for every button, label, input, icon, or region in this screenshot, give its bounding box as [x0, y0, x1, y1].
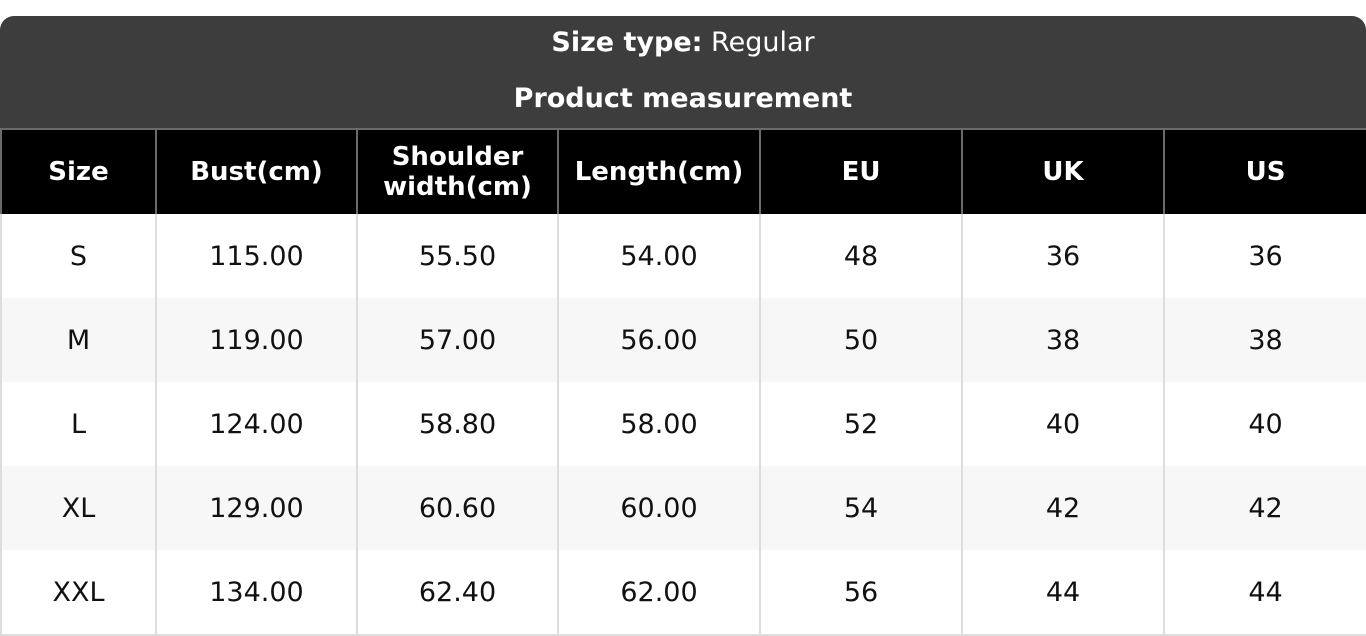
size-chart-card: Size type: Regular Product measurement S…	[0, 16, 1366, 636]
table-row: S 115.00 55.50 54.00 48 36 36	[0, 214, 1366, 298]
table-cell: 38	[1163, 298, 1366, 382]
table-cell: 55.50	[356, 214, 559, 298]
table-cell: 60.60	[356, 466, 559, 550]
table-cell: 62.40	[356, 550, 559, 636]
table-cell: 119.00	[155, 298, 358, 382]
table-cell: 129.00	[155, 466, 358, 550]
size-table: Size Bust(cm) Shoulder width(cm) Length(cm)…	[0, 128, 1366, 636]
table-cell: 62.00	[557, 550, 761, 636]
table-cell: 48	[759, 214, 963, 298]
table-cell: 115.00	[155, 214, 358, 298]
table-cell: 56.00	[557, 298, 761, 382]
table-cell: XL	[0, 466, 157, 550]
size-type-value: Regular	[711, 27, 815, 58]
table-header-row: Size Bust(cm) Shoulder width(cm) Length(cm)…	[0, 128, 1366, 214]
table-row: XL 129.00 60.60 60.00 54 42 42	[0, 466, 1366, 550]
table-row: L 124.00 58.80 58.00 52 40 40	[0, 382, 1366, 466]
table-cell: S	[0, 214, 157, 298]
size-type-label: Size type:	[551, 27, 703, 58]
table-cell: 36	[961, 214, 1165, 298]
table-cell: 134.00	[155, 550, 358, 636]
column-header: Shoulder width(cm)	[356, 128, 559, 214]
column-header: EU	[759, 128, 963, 214]
table-row: XXL 134.00 62.40 62.00 56 44 44	[0, 550, 1366, 636]
table-cell: 42	[1163, 466, 1366, 550]
size-chart-header: Size type: Regular Product measurement	[0, 16, 1366, 128]
table-cell: 44	[961, 550, 1165, 636]
size-type: Size type: Regular	[0, 16, 1366, 59]
table-cell: 38	[961, 298, 1165, 382]
table-row: M 119.00 57.00 56.00 50 38 38	[0, 298, 1366, 382]
table-cell: 54	[759, 466, 963, 550]
table-cell: 124.00	[155, 382, 358, 466]
table-cell: XXL	[0, 550, 157, 636]
column-header: Size	[0, 128, 157, 214]
table-cell: 58.80	[356, 382, 559, 466]
table-cell: 52	[759, 382, 963, 466]
column-header: UK	[961, 128, 1165, 214]
table-cell: 58.00	[557, 382, 761, 466]
table-cell: 40	[1163, 382, 1366, 466]
table-cell: 36	[1163, 214, 1366, 298]
table-cell: 60.00	[557, 466, 761, 550]
table-cell: 57.00	[356, 298, 559, 382]
column-header: Bust(cm)	[155, 128, 358, 214]
table-cell: 50	[759, 298, 963, 382]
table-cell: M	[0, 298, 157, 382]
table-cell: 42	[961, 466, 1165, 550]
column-header: Length(cm)	[557, 128, 761, 214]
table-cell: L	[0, 382, 157, 466]
product-measurement-title: Product measurement	[513, 83, 853, 114]
table-cell: 54.00	[557, 214, 761, 298]
column-header: US	[1163, 128, 1366, 214]
table-cell: 40	[961, 382, 1165, 466]
table-cell: 56	[759, 550, 963, 636]
table-cell: 44	[1163, 550, 1366, 636]
